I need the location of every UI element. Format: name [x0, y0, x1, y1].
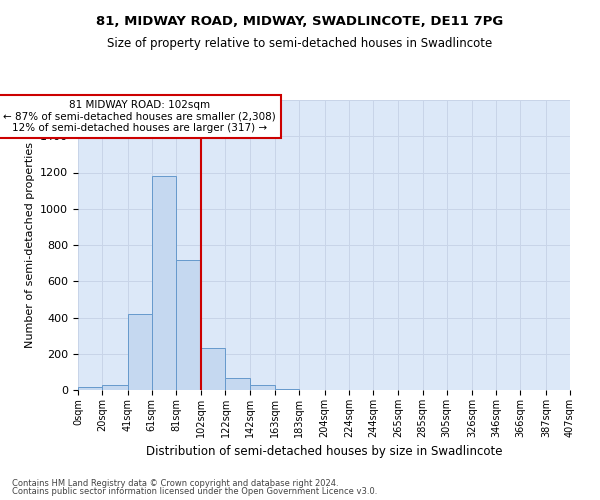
Text: Size of property relative to semi-detached houses in Swadlincote: Size of property relative to semi-detach…	[107, 38, 493, 51]
Bar	[128, 314, 152, 390]
Y-axis label: Number of semi-detached properties: Number of semi-detached properties	[25, 142, 35, 348]
Bar	[176, 260, 202, 390]
Text: 81 MIDWAY ROAD: 102sqm
← 87% of semi-detached houses are smaller (2,308)
12% of : 81 MIDWAY ROAD: 102sqm ← 87% of semi-det…	[3, 100, 276, 133]
Bar	[202, 348, 226, 390]
Bar	[275, 389, 299, 390]
Bar	[78, 388, 102, 390]
Bar	[152, 176, 176, 390]
Bar	[250, 384, 275, 390]
Bar	[226, 378, 250, 390]
X-axis label: Distribution of semi-detached houses by size in Swadlincote: Distribution of semi-detached houses by …	[146, 446, 502, 458]
Bar	[102, 384, 128, 390]
Text: Contains public sector information licensed under the Open Government Licence v3: Contains public sector information licen…	[12, 487, 377, 496]
Text: 81, MIDWAY ROAD, MIDWAY, SWADLINCOTE, DE11 7PG: 81, MIDWAY ROAD, MIDWAY, SWADLINCOTE, DE…	[97, 15, 503, 28]
Text: Contains HM Land Registry data © Crown copyright and database right 2024.: Contains HM Land Registry data © Crown c…	[12, 478, 338, 488]
